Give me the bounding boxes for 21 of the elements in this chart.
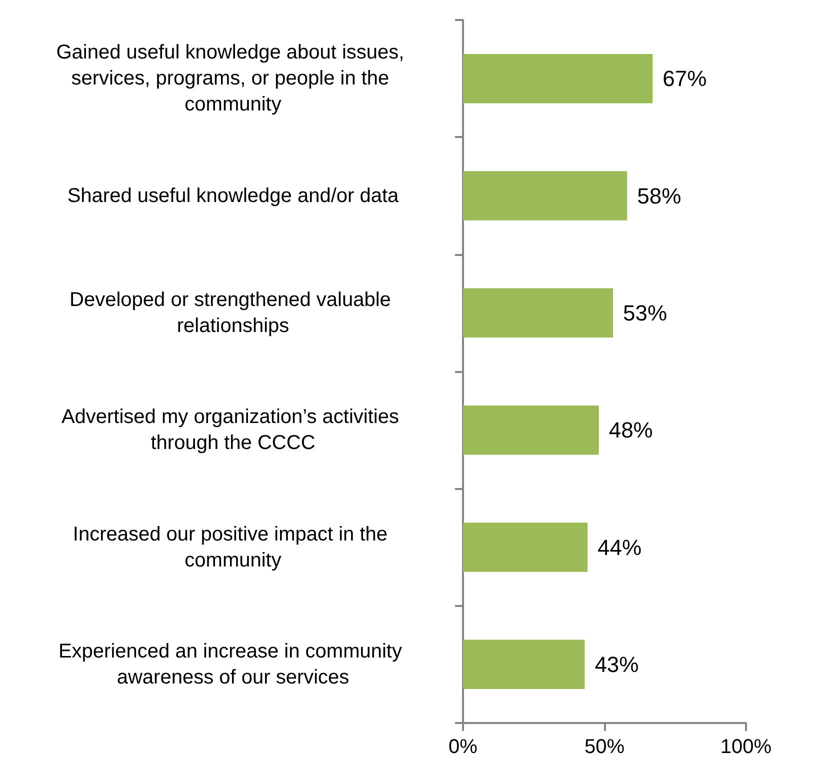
- y-tick-label: Experienced an increase in community awareness of our services: [58, 640, 408, 688]
- y-tick-label: Gained useful knowledge about issues, services, programs, or people in the community: [56, 42, 410, 116]
- y-tick-label: Developed or strengthened valuable relationships: [70, 288, 396, 337]
- bar: [463, 405, 599, 455]
- data-label: 67%: [662, 66, 707, 92]
- data-label: 53%: [622, 300, 668, 326]
- bar: [463, 522, 588, 572]
- bar: [463, 171, 628, 220]
- data-label: 44%: [598, 534, 642, 560]
- x-tick-label: 0%: [448, 736, 478, 758]
- bar: [463, 54, 653, 104]
- bar: [463, 288, 613, 338]
- bar: [463, 640, 585, 690]
- x-tick-label: 50%: [584, 736, 625, 758]
- data-label: 43%: [594, 652, 639, 677]
- y-tick-label: Increased our positive impact in the community: [72, 523, 394, 572]
- y-tick-label: Advertised my organization’s activities through the CCCC: [61, 406, 405, 454]
- data-label: 48%: [608, 418, 653, 443]
- x-tick-label: 100%: [720, 736, 772, 758]
- data-label: 58%: [637, 183, 682, 208]
- y-tick-label: Shared useful knowledge and/or data: [67, 184, 400, 207]
